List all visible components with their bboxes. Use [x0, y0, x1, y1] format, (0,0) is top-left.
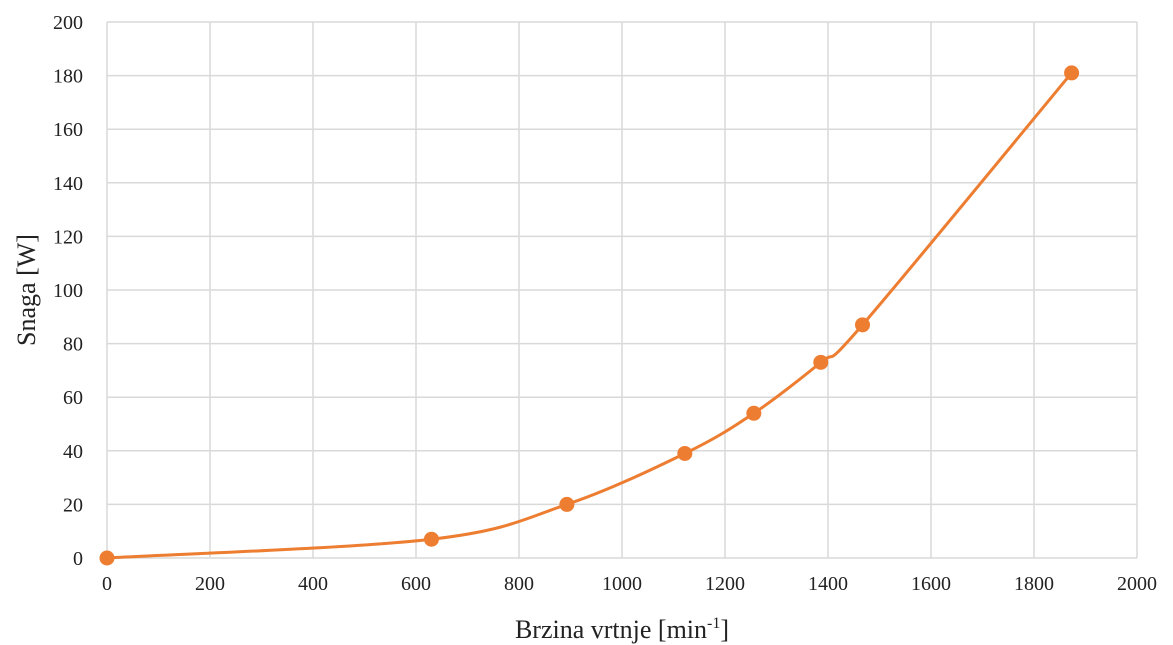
data-point	[99, 550, 115, 566]
data-points	[99, 65, 1080, 566]
data-point	[559, 496, 575, 512]
x-axis-tick-labels: 0 200 400 600 800 1000 1200 1400 1600 1800 2000	[102, 573, 1157, 595]
x-tick-label: 2000	[1117, 573, 1157, 595]
y-axis-tick-labels: 0 20 40 60 80 100 120 140 160 180 200	[53, 12, 83, 570]
data-point	[423, 531, 439, 547]
x-axis-title: Brzina vrtnje [min-1]	[515, 615, 729, 644]
x-tick-label: 1200	[705, 573, 745, 595]
y-tick-label: 60	[63, 387, 83, 409]
y-tick-label: 100	[53, 280, 83, 302]
x-tick-label: 1400	[808, 573, 848, 595]
x-tick-label: 0	[102, 573, 112, 595]
x-tick-label: 200	[195, 573, 225, 595]
data-point	[1064, 65, 1080, 81]
x-tick-label: 800	[504, 573, 534, 595]
y-axis-title: Snaga [W]	[12, 234, 41, 346]
x-tick-label: 600	[401, 573, 431, 595]
y-tick-label: 80	[63, 334, 83, 356]
y-tick-label: 40	[63, 441, 83, 463]
y-tick-label: 140	[53, 173, 83, 195]
y-tick-label: 20	[63, 494, 83, 516]
x-tick-label: 400	[298, 573, 328, 595]
y-tick-label: 160	[53, 119, 83, 141]
series-line	[106, 71, 1073, 560]
data-point	[813, 354, 829, 370]
x-tick-label: 1800	[1014, 573, 1054, 595]
data-point	[746, 405, 762, 421]
y-tick-label: 180	[53, 66, 83, 88]
data-point	[677, 445, 693, 461]
y-tick-label: 200	[53, 12, 83, 34]
x-tick-label: 1600	[911, 573, 951, 595]
horizontal-gridlines	[107, 21, 1137, 559]
y-tick-label: 0	[73, 548, 83, 570]
data-point	[855, 317, 871, 333]
x-tick-label: 1000	[602, 573, 642, 595]
y-tick-label: 120	[53, 226, 83, 248]
